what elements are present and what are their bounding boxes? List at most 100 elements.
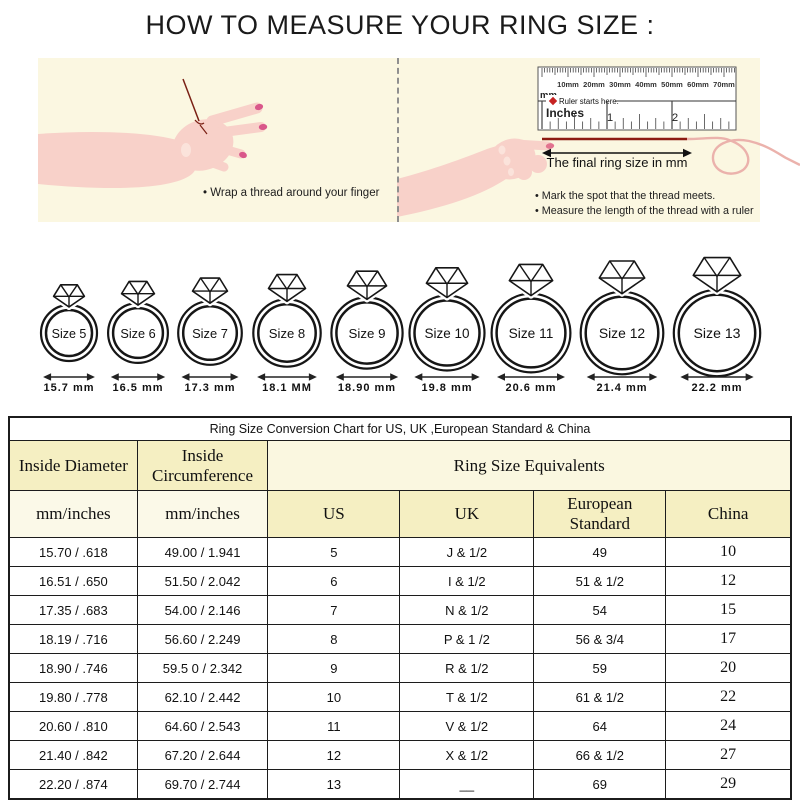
cell-china: 10 [665, 537, 792, 567]
ring-size-label: Size 10 [424, 326, 469, 341]
ring-size-13: Size 13 22.2 mm [672, 254, 762, 394]
ring-size-label: Size 5 [52, 327, 87, 341]
cell-uk: X & 1/2 [399, 740, 535, 770]
ruler-mm-labels: 10mm 20mm 30mm 40mm 50mm 60mm 70mm [557, 80, 735, 89]
table-row: 20.60 / .810 64.60 / 2.543 11 V & 1/2 64 24 [8, 711, 792, 741]
header-us: US [267, 490, 401, 538]
cell-inside-circumference: 51.50 / 2.042 [136, 566, 269, 596]
header-china: China [665, 490, 792, 538]
diamond-icon [189, 275, 231, 307]
cell-inside-diameter: 19.80 / .778 [8, 682, 138, 712]
ring-size-8: Size 8 18.1 MM [252, 271, 322, 394]
svg-text:10mm: 10mm [557, 80, 579, 89]
cell-inside-circumference: 59.5 0 / 2.342 [136, 653, 269, 683]
diameter-arrow [181, 373, 239, 381]
cell-european-standard: 49 [533, 537, 667, 567]
table-row: 18.90 / .746 59.5 0 / 2.342 9 R & 1/2 59 20 [8, 653, 792, 683]
header-diameter-unit: mm/inches [8, 490, 138, 538]
diameter-label: 22.2 mm [691, 382, 742, 394]
ruler-inch-scale [541, 101, 730, 129]
cell-china: 20 [665, 653, 792, 683]
cell-inside-circumference: 69.70 / 2.744 [136, 769, 269, 800]
cell-china: 29 [665, 769, 792, 800]
table-row: 19.80 / .778 62.10 / 2.442 10 T & 1/2 61 & 1… [8, 682, 792, 712]
cell-us: 9 [267, 653, 401, 683]
cell-european-standard: 54 [533, 595, 667, 625]
cell-us: 6 [267, 566, 401, 596]
ring-size-label: Size 13 [693, 325, 740, 341]
instruction-artwork: 10mm 20mm 30mm 40mm 50mm 60mm 70mm mm Ru… [38, 66, 800, 217]
diameter-arrow [43, 373, 95, 381]
fingernail [239, 151, 247, 159]
diamond-icon [690, 254, 744, 295]
diamond-icon [118, 278, 158, 309]
cell-inside-diameter: 20.60 / .810 [8, 711, 138, 741]
cell-china: 15 [665, 595, 792, 625]
cell-inside-circumference: 62.10 / 2.442 [136, 682, 269, 712]
thread-on-finger [182, 78, 208, 135]
mark-spot-instruction: • Mark the spot that the thread meets. [535, 190, 716, 202]
ring-inner-circle [413, 299, 481, 367]
wrap-thread-instruction: • Wrap a thread around your finger [203, 187, 380, 199]
ring-size-5: Size 5 15.7 mm [39, 281, 99, 394]
cell-china: 24 [665, 711, 792, 741]
cell-china: 12 [665, 566, 792, 596]
cell-inside-diameter: 16.51 / .650 [8, 566, 138, 596]
diameter-label: 17.3 mm [184, 382, 235, 394]
fingernail [254, 103, 264, 111]
diamond-icon [596, 257, 648, 297]
cell-inside-circumference: 56.60 / 2.249 [136, 624, 269, 654]
table-row: 21.40 / .842 67.20 / 2.644 12 X & 1/2 66 & 1… [8, 740, 792, 770]
cell-inside-diameter: 18.90 / .746 [8, 653, 138, 683]
ruler-start-marker-icon [548, 96, 558, 106]
header-inside-circumference: Inside Circumference [136, 440, 269, 491]
cell-us: 11 [267, 711, 401, 741]
panel-divider [397, 58, 399, 222]
diameter-label: 20.6 mm [505, 382, 556, 394]
diameter-label: 18.1 MM [262, 382, 312, 394]
diamond-icon [344, 268, 390, 303]
fingernail [545, 143, 555, 149]
diameter-label: 15.7 mm [43, 382, 94, 394]
cell-uk: J & 1/2 [399, 537, 535, 567]
ring-size-label: Size 6 [120, 327, 155, 341]
ring-size-label: Size 7 [192, 326, 228, 341]
cell-european-standard: 64 [533, 711, 667, 741]
ring-size-10: Size 10 19.8 mm [408, 264, 486, 394]
diamond-icon [506, 261, 556, 299]
cell-european-standard: 69 [533, 769, 667, 800]
inches-unit-label: Inches [546, 106, 584, 120]
cell-european-standard: 59 [533, 653, 667, 683]
diamond-icon [265, 271, 309, 305]
svg-text:20mm: 20mm [583, 80, 605, 89]
ring-size-label: Size 8 [269, 326, 305, 341]
cell-us: 10 [267, 682, 401, 712]
diameter-arrow [586, 373, 658, 381]
header-inside-diameter: Inside Diameter [8, 440, 138, 491]
cell-inside-circumference: 64.60 / 2.543 [136, 711, 269, 741]
cell-european-standard: 66 & 1/2 [533, 740, 667, 770]
table-header-row-2: mm/inches mm/inches US UK European Stand… [8, 490, 792, 538]
cell-uk: I & 1/2 [399, 566, 535, 596]
diamond-icon [423, 264, 471, 301]
table-row: 18.19 / .716 56.60 / 2.249 8 P & 1 /2 56 & 3… [8, 624, 792, 654]
ring-size-7: Size 7 17.3 mm [177, 275, 243, 394]
ring-size-6: Size 6 16.5 mm [106, 278, 169, 394]
diamond-icon [50, 281, 88, 310]
diameter-arrow [414, 373, 480, 381]
cell-uk: R & 1/2 [399, 653, 535, 683]
svg-text:2: 2 [672, 112, 678, 124]
table-title: Ring Size Conversion Chart for US, UK ,E… [8, 416, 792, 441]
ring-size-11: Size 11 20.6 mm [490, 261, 572, 394]
diameter-label: 21.4 mm [596, 382, 647, 394]
ruler-mm-scale [541, 68, 735, 77]
ring-size-9: Size 9 18.90 mm [330, 268, 404, 394]
cell-european-standard: 56 & 3/4 [533, 624, 667, 654]
diameter-arrow [335, 373, 399, 381]
page-title: HOW TO MEASURE YOUR RING SIZE : [145, 10, 655, 40]
table-row: 16.51 / .650 51.50 / 2.042 6 I & 1/2 51 & 1/… [8, 566, 792, 596]
table-row: 22.20 / .874 69.70 / 2.744 13 __ 69 29 [8, 769, 792, 800]
ring-inner-circle [257, 303, 317, 363]
header-ring-size-equivalents: Ring Size Equivalents [267, 440, 792, 491]
cell-us: 8 [267, 624, 401, 654]
